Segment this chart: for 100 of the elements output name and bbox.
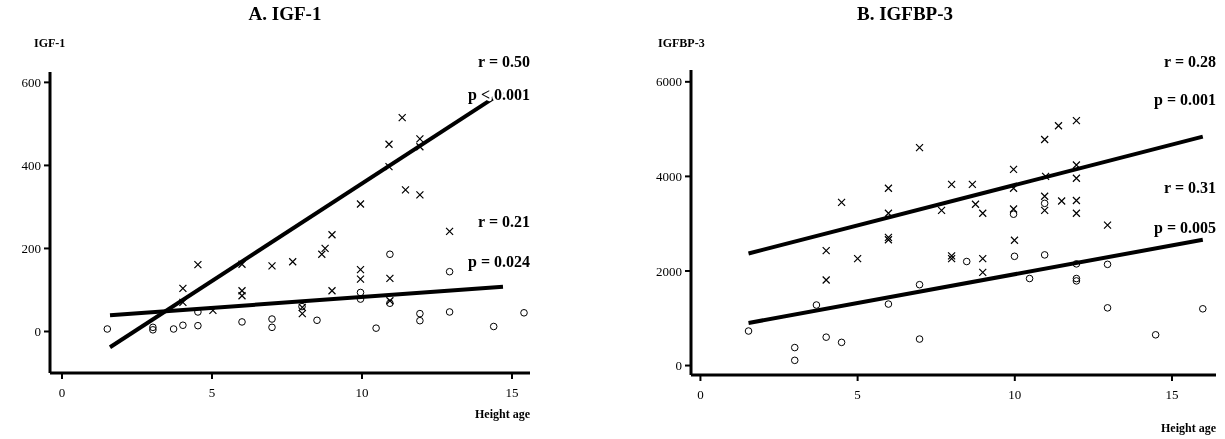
point xyxy=(356,199,365,209)
point xyxy=(193,260,202,269)
point xyxy=(1009,210,1018,219)
point xyxy=(386,250,394,259)
y-axis-title: IGF-1 xyxy=(34,36,66,50)
point xyxy=(1010,252,1019,261)
point xyxy=(1199,305,1207,313)
point xyxy=(386,299,394,308)
point xyxy=(812,301,821,309)
point xyxy=(915,280,924,289)
point xyxy=(1103,260,1112,269)
x-tick-label: 10 xyxy=(1008,387,1022,402)
point xyxy=(884,209,893,218)
point xyxy=(947,254,956,263)
point xyxy=(267,261,277,270)
point xyxy=(947,251,956,260)
point xyxy=(321,244,330,253)
annotation: p = 0.024 xyxy=(467,253,530,271)
point xyxy=(1040,199,1049,208)
point xyxy=(415,190,424,199)
point xyxy=(313,316,321,325)
x-tick-label: 0 xyxy=(58,385,66,400)
point xyxy=(238,318,246,326)
point xyxy=(103,325,112,333)
point xyxy=(1072,277,1081,285)
point xyxy=(978,254,987,263)
point xyxy=(1040,206,1049,215)
point xyxy=(853,254,862,263)
point xyxy=(962,257,971,266)
y-tick-label: 400 xyxy=(21,157,41,173)
point xyxy=(520,309,528,317)
point xyxy=(317,250,326,259)
point xyxy=(968,180,977,189)
annotation: r = 0.31 xyxy=(1164,179,1216,196)
point xyxy=(837,338,846,347)
point xyxy=(385,296,394,305)
point xyxy=(1025,274,1034,283)
point xyxy=(149,323,157,332)
point xyxy=(356,275,365,284)
point xyxy=(288,257,297,266)
point xyxy=(415,134,424,143)
point xyxy=(1072,160,1081,170)
y-tick-label: 600 xyxy=(21,74,41,90)
point xyxy=(1103,304,1112,312)
y-tick-label: 200 xyxy=(21,241,41,256)
point xyxy=(1009,165,1018,174)
x-tick-label: 5 xyxy=(854,387,861,402)
point xyxy=(445,308,454,316)
point xyxy=(790,356,799,365)
point xyxy=(1151,331,1160,339)
text: r = 0.50 xyxy=(478,53,530,70)
point xyxy=(1040,192,1049,201)
point xyxy=(298,309,307,318)
text: r = 0.28 xyxy=(1164,53,1216,70)
point xyxy=(971,200,980,209)
x-tick-label: 15 xyxy=(1165,387,1179,402)
x-tick-label: 0 xyxy=(697,387,704,402)
point xyxy=(1010,236,1019,245)
annotation: p = 0.001 xyxy=(1153,91,1216,109)
point xyxy=(1009,204,1018,214)
point xyxy=(1072,174,1081,183)
point xyxy=(822,333,830,341)
point xyxy=(327,286,337,295)
y-axis-title: IGFBP-3 xyxy=(658,36,705,50)
point xyxy=(1072,209,1081,218)
point xyxy=(937,206,946,215)
point xyxy=(915,335,924,343)
chart-title: A. IGF-1 xyxy=(248,3,322,24)
y-tick-label: 0 xyxy=(34,324,41,340)
point xyxy=(194,321,202,330)
point xyxy=(237,291,247,300)
y-tick-label: 4000 xyxy=(656,168,682,184)
point xyxy=(1072,116,1081,125)
x-axis-title: Height age xyxy=(475,407,531,421)
point xyxy=(884,184,893,193)
point xyxy=(915,143,924,152)
point xyxy=(445,227,454,236)
point xyxy=(237,260,247,269)
point xyxy=(178,298,187,307)
point xyxy=(445,267,454,276)
point xyxy=(416,309,424,318)
y-tick-label: 2000 xyxy=(656,263,682,279)
point xyxy=(237,286,247,295)
point xyxy=(268,315,276,323)
annotation: r = 0.21 xyxy=(478,213,530,230)
point xyxy=(356,265,365,274)
point xyxy=(1040,251,1049,259)
point xyxy=(398,113,407,122)
y-tick-label: 6000 xyxy=(656,74,682,90)
y-tick-label: 0 xyxy=(675,358,682,374)
point xyxy=(179,321,187,330)
point xyxy=(489,322,498,331)
point xyxy=(978,209,987,218)
point xyxy=(822,275,831,285)
x-tick-label: 10 xyxy=(355,385,369,400)
point xyxy=(327,230,337,239)
x-axis-title: Height age xyxy=(1161,421,1217,435)
point xyxy=(268,323,276,332)
point xyxy=(1072,274,1081,283)
point xyxy=(790,343,799,352)
